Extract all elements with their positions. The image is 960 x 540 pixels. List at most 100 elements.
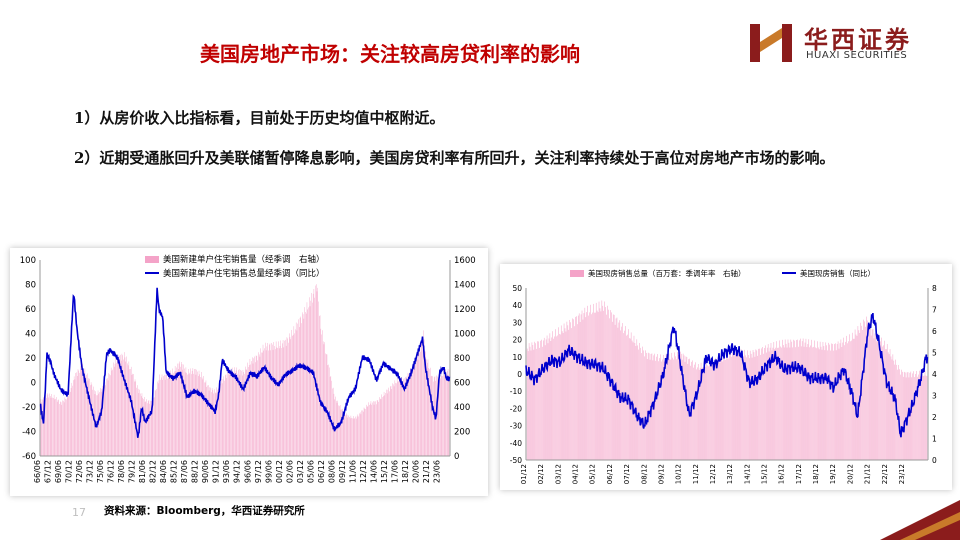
bar-mark [867,320,868,460]
bar-mark [622,323,623,460]
bar-mark [883,345,884,460]
bar-mark [754,356,756,460]
bar-mark [902,371,903,460]
bar-mark [602,305,604,460]
x-tick-label: 96/06 [243,460,252,483]
bar-mark [812,347,813,460]
bar-mark [889,349,891,460]
x-tick-label: 12/12 [359,460,368,483]
bar-mark [749,350,751,460]
bar-mark [701,368,703,460]
x-tick-label: 17/06 [390,460,399,483]
bar-mark [597,312,599,460]
bar-mark [667,359,669,460]
bar-mark [747,350,748,460]
bar-mark [732,348,734,460]
bar-mark [737,354,739,460]
x-tick-label: 90/06 [201,460,210,483]
bar-mark [795,347,796,460]
bar-mark [901,369,902,460]
bar-mark [890,356,892,460]
bar-mark [628,329,629,460]
bar-mark [766,347,768,460]
bar-mark [680,353,682,460]
bar-mark [735,348,737,460]
bar-mark [887,352,889,460]
bar-mark [548,338,550,460]
y-left-tick-label: -10 [510,387,522,396]
bar-mark [557,335,558,460]
bar-mark [853,338,855,460]
bar-mark [666,360,668,460]
x-tick-label: 84/06 [159,460,168,483]
bar-mark [577,324,578,460]
bar-mark [910,371,912,460]
bar-mark [875,331,877,460]
x-tick-label: 17/12 [795,464,803,484]
bar-mark [827,350,828,460]
bar-mark [544,345,546,460]
bar-mark [823,346,825,460]
bar-mark [669,359,671,460]
series-line [525,313,929,438]
bar-mark [886,349,887,460]
bar-mark [705,366,707,460]
bar-mark [693,367,694,460]
bar-mark [594,312,595,460]
x-tick-label: 14/12 [743,464,751,484]
bar-mark [830,350,831,460]
x-tick-label: 85/12 [170,460,179,483]
bar-mark [730,350,731,460]
bar-mark [632,342,634,460]
x-tick-label: 07/12 [623,464,631,484]
bar-mark [527,351,529,460]
x-tick-label: 12/12 [709,464,717,484]
bar-mark [820,346,822,460]
x-tick-label: 69/06 [54,460,63,483]
bar-mark [789,347,791,460]
bar-mark [535,343,536,460]
bar-mark [842,342,844,460]
bar-mark [692,360,693,460]
bar-mark [663,354,664,460]
bar-mark [753,352,755,460]
bar-mark [792,347,793,460]
y-left-tick-label: 30 [512,318,522,327]
bar-mark [566,321,568,460]
bar-mark [585,317,587,460]
bar-mark [683,355,685,460]
bar-mark [856,335,858,460]
bar-mark [555,329,556,460]
bar-mark [882,346,883,460]
bar-mark [546,335,548,460]
bar-mark [682,353,684,460]
bar-mark [581,310,583,460]
y-left-tick-label: 10 [512,353,522,362]
y-right-tick-label: 1400 [454,281,476,291]
bar-mark [819,341,821,460]
bar-mark [614,324,616,460]
bar-mark [587,305,588,460]
bar-mark [760,354,761,460]
y-right-tick-label: 7 [932,306,937,315]
y-right-tick-label: 600 [454,379,470,389]
bar-mark [588,315,589,460]
bar-mark [539,347,540,460]
bar-mark [672,357,673,460]
bar-mark [785,343,787,460]
bar-mark [881,337,882,460]
bar-mark [558,327,559,460]
bar-mark [582,319,584,460]
x-tick-label: 82/12 [149,460,158,483]
bar-mark [914,377,915,460]
y-left-tick-label: 50 [512,284,522,293]
y-right-tick-label: 1600 [454,256,476,266]
bar-mark [727,351,728,460]
bar-mark [636,339,638,460]
bar-mark [712,358,713,460]
bar-mark [918,374,919,460]
bar-mark [556,336,557,460]
bar-mark [864,321,865,460]
bar-mark [616,317,618,460]
bar-mark [761,348,762,460]
